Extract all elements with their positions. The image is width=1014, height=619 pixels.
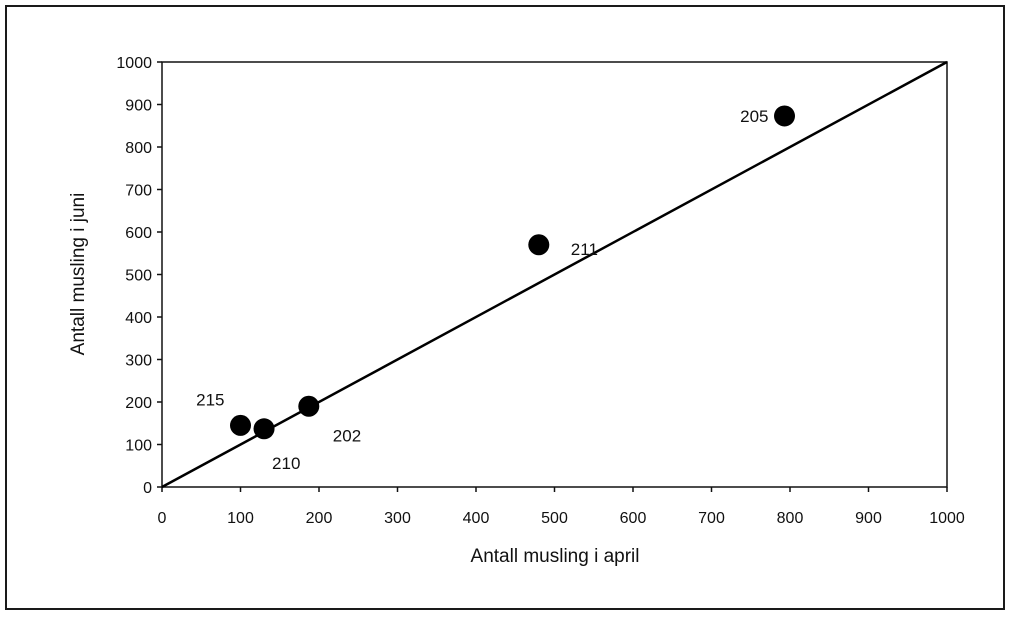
reference-line: [161, 60, 948, 489]
y-tick-label: 700: [125, 183, 152, 200]
y-tick-label: 900: [125, 98, 152, 115]
y-axis-title: Antall musling i juni: [68, 193, 89, 356]
x-axis-ticks: 0 100 200 300 400 500 600 700 800 900 1000: [158, 487, 965, 527]
y-tick-label: 500: [125, 268, 152, 285]
data-point-labels: 215 210 202 211 205: [196, 107, 768, 473]
x-tick-label: 0: [158, 510, 167, 527]
data-point-label: 215: [196, 390, 224, 409]
data-point-label: 211: [571, 240, 598, 259]
data-points: [230, 105, 796, 440]
x-tick-label: 1000: [929, 510, 965, 527]
y-tick-label: 600: [125, 225, 152, 242]
x-tick-label: 400: [463, 510, 490, 527]
y-tick-label: 200: [125, 395, 152, 412]
y-axis-ticks: 0 100 200 300 400 500 600 700 800 900 1000: [116, 55, 162, 497]
y-tick-label: 1000: [116, 55, 152, 72]
data-point: [298, 395, 320, 417]
y-tick-label: 400: [125, 310, 152, 327]
data-point: [528, 234, 550, 256]
y-tick-label: 0: [143, 480, 152, 497]
x-tick-label: 300: [384, 510, 411, 527]
x-tick-label: 700: [698, 510, 725, 527]
x-tick-label: 800: [777, 510, 804, 527]
y-tick-label: 100: [125, 438, 152, 455]
x-tick-label: 600: [620, 510, 647, 527]
data-point: [230, 414, 251, 436]
data-point: [253, 418, 275, 440]
data-point-label: 205: [740, 107, 768, 126]
data-point-label: 202: [333, 426, 361, 445]
data-point: [774, 105, 796, 127]
reference-line-group: [161, 60, 948, 489]
x-tick-label: 100: [227, 510, 254, 527]
data-point-label: 210: [272, 454, 300, 473]
y-tick-label: 800: [125, 140, 152, 157]
x-tick-label: 500: [541, 510, 568, 527]
x-tick-label: 200: [306, 510, 333, 527]
y-tick-label: 300: [125, 353, 152, 370]
figure-frame: [5, 5, 1005, 610]
x-axis-title: Antall musling i april: [471, 546, 640, 567]
x-tick-label: 900: [855, 510, 882, 527]
